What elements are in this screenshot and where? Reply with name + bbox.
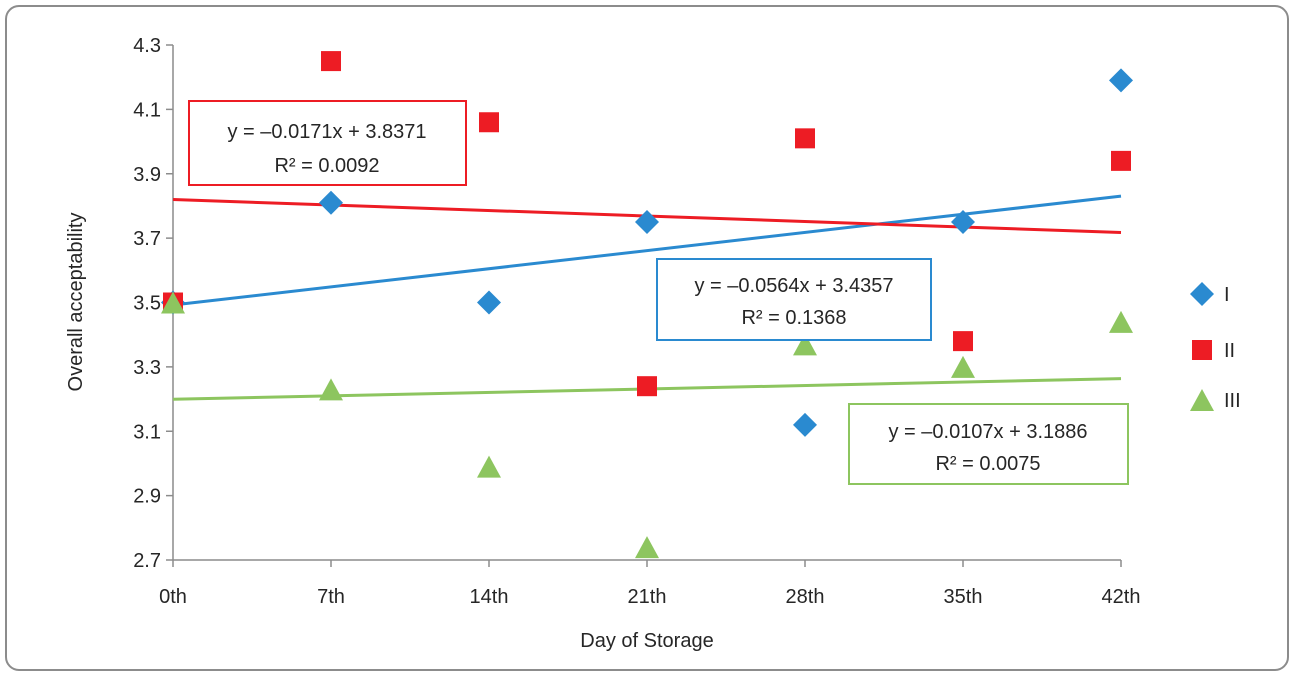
data-point: [793, 412, 817, 437]
legend-label-ii: II: [1224, 340, 1235, 362]
data-point: [477, 455, 501, 478]
x-tick-label: 35th: [944, 586, 983, 608]
data-point: [953, 331, 973, 352]
data-point: [793, 333, 817, 356]
legend-label-i: I: [1224, 284, 1230, 306]
series-iii-points: [161, 291, 1133, 559]
y-tick-label: 4.1: [133, 99, 161, 121]
data-points: [161, 51, 1133, 559]
data-point: [1109, 68, 1133, 93]
x-tick-label: 28th: [786, 586, 825, 608]
trendline-equation-ii-formula: y = –0.0171x + 3.8371: [227, 121, 426, 143]
x-tick-label: 42th: [1102, 586, 1141, 608]
x-tick-label: 14th: [470, 586, 509, 608]
y-axis-title: Overall acceptability: [65, 213, 87, 392]
x-tick-label: 7th: [317, 586, 345, 608]
y-tick-label: 3.1: [133, 421, 161, 443]
x-tick-label: 21th: [628, 586, 667, 608]
y-tick-label: 3.3: [133, 357, 161, 379]
y-tick-label: 3.7: [133, 228, 161, 250]
data-point: [477, 290, 501, 315]
data-point: [635, 536, 659, 559]
trendline-equation-i-r2: R² = 0.1368: [741, 307, 846, 329]
y-tick-label: 3.9: [133, 164, 161, 186]
legend-marker-iii: [1190, 389, 1214, 411]
trendline-equation-ii-r2: R² = 0.0092: [274, 155, 379, 177]
trendline-equation-iii: y = –0.0107x + 3.1886 R² = 0.0075: [848, 403, 1129, 485]
data-point: [161, 291, 185, 314]
legend-marker-i: [1190, 282, 1214, 306]
trendline-equation-iii-r2: R² = 0.0075: [935, 453, 1040, 475]
data-point: [479, 112, 499, 133]
trendline-equation-i-formula: y = –0.0564x + 3.4357: [694, 275, 893, 297]
y-tick-label: 4.3: [133, 35, 161, 57]
trendline-equation-iii-formula: y = –0.0107x + 3.1886: [888, 421, 1087, 443]
y-ticks: 2.7 2.9 3.1 3.3 3.5 3.7 3.9 4.1 4.3: [133, 35, 173, 572]
data-point: [1111, 150, 1131, 171]
data-point: [321, 51, 341, 72]
data-point: [1109, 310, 1133, 333]
data-point: [951, 355, 975, 378]
trendline-equation-ii: y = –0.0171x + 3.8371 R² = 0.0092: [188, 100, 467, 186]
legend-marker-ii: [1192, 340, 1212, 360]
x-ticks: 0th 7th 14th 21th 28th 35th 42th: [159, 560, 1140, 608]
x-tick-label: 0th: [159, 586, 187, 608]
y-tick-label: 3.5: [133, 293, 161, 315]
data-point: [795, 128, 815, 149]
data-point: [319, 190, 343, 215]
trendline-equation-i: y = –0.0564x + 3.4357 R² = 0.1368: [656, 258, 932, 341]
y-tick-label: 2.7: [133, 550, 161, 572]
data-point: [635, 210, 659, 235]
data-point: [951, 210, 975, 235]
y-tick-label: 2.9: [133, 486, 161, 508]
data-point: [637, 376, 657, 397]
x-axis-title: Day of Storage: [580, 630, 713, 652]
data-point: [319, 378, 343, 401]
legend-label-iii: III: [1224, 390, 1241, 412]
